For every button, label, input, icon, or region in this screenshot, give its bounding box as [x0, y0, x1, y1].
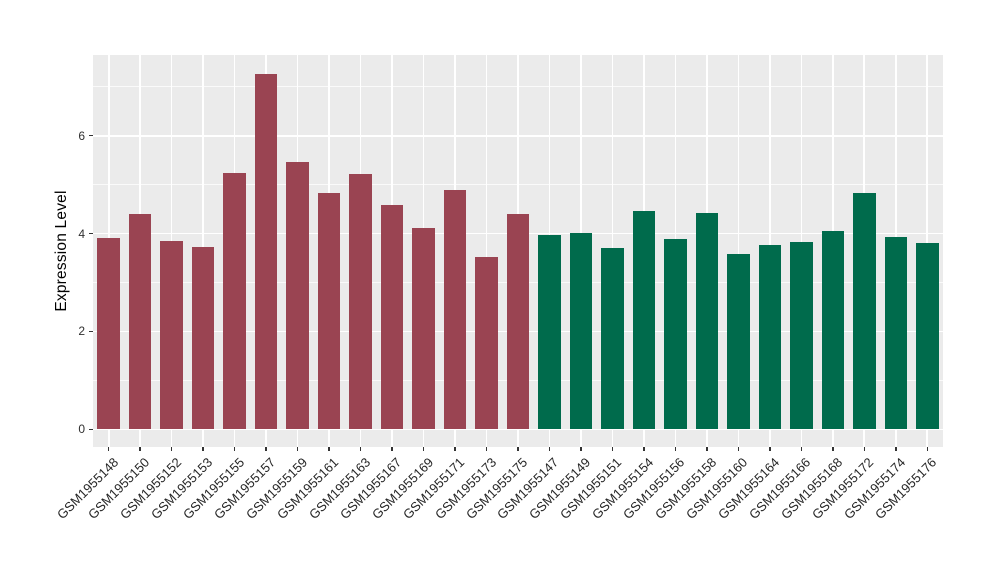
- bar: [569, 233, 593, 430]
- y-tick-label: 0: [78, 422, 85, 437]
- x-tick-mark: [706, 447, 708, 451]
- bar: [317, 193, 341, 430]
- x-tick-mark: [737, 447, 740, 451]
- bar: [695, 212, 719, 430]
- y-tick-mark: [89, 134, 93, 137]
- bar: [790, 242, 813, 430]
- y-tick-mark: [89, 428, 93, 431]
- gridline-vertical: [737, 55, 740, 447]
- x-tick-mark: [265, 447, 267, 451]
- gridline-vertical: [485, 55, 488, 447]
- x-tick-mark: [233, 447, 236, 451]
- bar: [821, 231, 845, 430]
- x-tick-mark: [832, 447, 834, 451]
- y-tick-label: 4: [78, 226, 85, 241]
- bar: [758, 244, 782, 430]
- x-tick-mark: [548, 447, 551, 451]
- x-tick-mark: [643, 447, 645, 451]
- x-tick-mark: [926, 447, 928, 451]
- bar: [538, 235, 561, 430]
- x-tick-mark: [139, 447, 141, 451]
- x-tick-mark: [328, 447, 330, 451]
- bar: [223, 172, 246, 430]
- bar: [97, 238, 120, 430]
- bar: [160, 240, 183, 430]
- x-tick-mark: [454, 447, 456, 451]
- plot-panel: [93, 55, 943, 447]
- bar: [286, 162, 309, 430]
- bar: [349, 173, 372, 430]
- x-tick-mark: [485, 447, 488, 451]
- bar: [884, 237, 908, 430]
- x-tick-mark: [422, 447, 425, 451]
- x-tick-mark: [800, 447, 803, 451]
- y-axis-title: Expression Level: [53, 190, 70, 312]
- x-tick-mark: [863, 447, 866, 451]
- x-tick-mark: [359, 447, 362, 451]
- y-tick-mark: [89, 330, 93, 333]
- x-tick-mark: [391, 447, 393, 451]
- x-tick-mark: [296, 447, 299, 451]
- bar: [601, 247, 624, 430]
- bar: [506, 214, 530, 430]
- x-tick-mark: [202, 447, 204, 451]
- y-tick-label: 6: [78, 128, 85, 143]
- y-tick-label: 2: [78, 324, 85, 339]
- x-tick-mark: [517, 447, 519, 451]
- x-tick-mark: [107, 447, 110, 451]
- bar: [632, 210, 656, 430]
- bar: [128, 214, 152, 430]
- bar: [853, 193, 876, 430]
- x-tick-mark: [580, 447, 582, 451]
- bar: [254, 73, 278, 430]
- x-tick-mark: [769, 447, 771, 451]
- bar: [475, 257, 498, 430]
- bar: [412, 227, 435, 430]
- bar: [443, 190, 467, 430]
- bar: [380, 205, 404, 430]
- x-tick-mark: [674, 447, 677, 451]
- bar: [191, 246, 215, 430]
- x-tick-mark: [170, 447, 173, 451]
- bar: [727, 254, 750, 430]
- x-tick-mark: [611, 447, 614, 451]
- x-tick-mark: [895, 447, 897, 451]
- bar: [916, 243, 939, 430]
- y-tick-mark: [89, 232, 93, 235]
- bar: [664, 238, 687, 430]
